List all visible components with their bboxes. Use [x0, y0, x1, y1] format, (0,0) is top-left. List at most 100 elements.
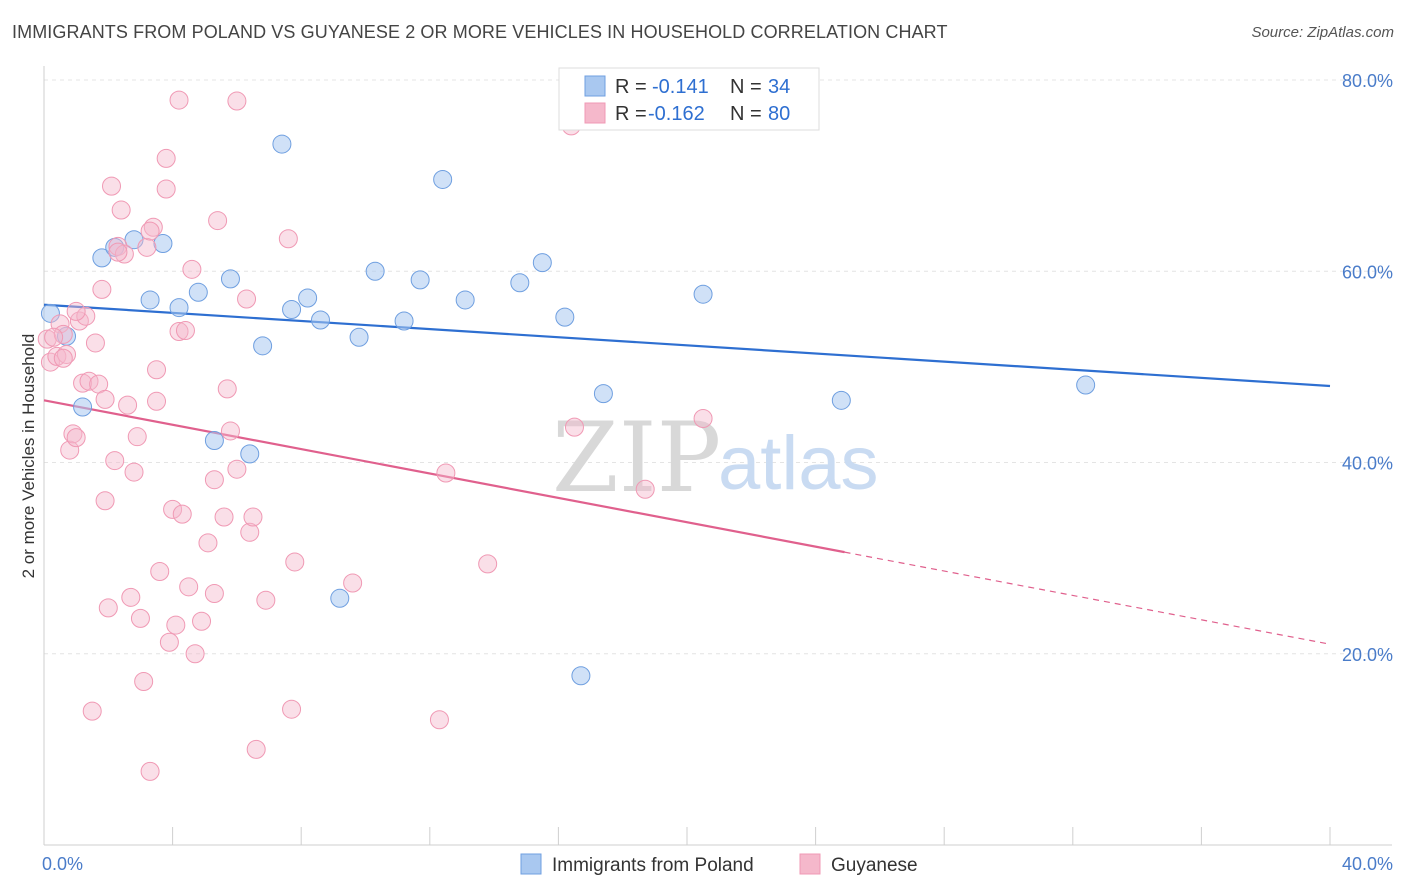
watermark: ZIP atlas	[552, 402, 879, 514]
data-point-guyanese	[159, 632, 179, 652]
data-point-poland	[831, 390, 851, 410]
chart-source: Source: ZipAtlas.com	[1251, 24, 1394, 41]
data-point-guyanese	[143, 217, 163, 237]
data-point-guyanese	[478, 554, 498, 574]
data-point-poland	[272, 134, 292, 154]
data-point-poland	[253, 336, 273, 356]
data-point-guyanese	[57, 344, 77, 364]
data-point-poland	[365, 261, 385, 281]
y-tick-label: 80.0%	[1342, 71, 1393, 91]
data-point-guyanese	[147, 391, 167, 411]
legend-swatch-guyanese-bottom	[799, 853, 821, 875]
y-tick-label: 20.0%	[1342, 645, 1393, 665]
data-point-guyanese	[73, 373, 93, 393]
data-point-poland	[394, 311, 414, 331]
axes	[43, 66, 1392, 846]
data-point-guyanese	[130, 608, 150, 628]
data-point-guyanese	[102, 176, 122, 196]
data-point-guyanese	[256, 590, 276, 610]
data-point-guyanese	[156, 148, 176, 168]
data-point-guyanese	[169, 321, 189, 341]
data-point-guyanese	[172, 504, 192, 524]
y-tick-labels: 20.0% 40.0% 60.0% 80.0%	[1342, 71, 1393, 665]
data-point-guyanese	[227, 91, 247, 111]
grid-lines	[44, 79, 1392, 655]
data-point-poland	[310, 310, 330, 330]
legend-r-label-poland: R =	[615, 76, 647, 98]
data-point-guyanese	[44, 327, 64, 347]
data-point-guyanese	[240, 522, 260, 542]
legend-swatch-poland	[584, 75, 606, 97]
legend-n-value-poland: 34	[768, 76, 790, 98]
data-point-guyanese	[82, 701, 102, 721]
data-point-guyanese	[179, 577, 199, 597]
data-point-guyanese	[63, 424, 83, 444]
legend-r-value-guyanese: -0.162	[648, 103, 705, 125]
legend-swatch-poland-bottom	[520, 853, 542, 875]
data-point-poland	[555, 307, 575, 327]
data-point-poland	[510, 273, 530, 293]
y-tick-label: 60.0%	[1342, 262, 1393, 282]
data-point-guyanese	[220, 421, 240, 441]
data-point-poland	[693, 284, 713, 304]
legend-n-label-guyanese: N =	[730, 103, 762, 125]
trend-line-poland	[43, 303, 1331, 388]
data-point-guyanese	[635, 479, 655, 499]
data-point-guyanese	[182, 259, 202, 279]
data-point-guyanese	[163, 499, 183, 519]
data-point-guyanese	[60, 440, 80, 460]
data-point-guyanese	[282, 699, 302, 719]
data-point-poland	[188, 282, 208, 302]
data-point-poland	[40, 303, 60, 323]
data-point-guyanese	[156, 179, 176, 199]
legend-r-label-guyanese: R =	[615, 103, 647, 125]
data-point-guyanese	[204, 584, 224, 604]
data-point-poland	[298, 288, 318, 308]
data-point-guyanese	[124, 462, 144, 482]
data-point-guyanese	[693, 409, 713, 429]
data-point-guyanese	[127, 427, 147, 447]
data-point-poland	[220, 269, 240, 289]
data-point-guyanese	[192, 611, 212, 631]
data-point-guyanese	[217, 379, 237, 399]
data-point-guyanese	[564, 417, 584, 437]
data-point-poland	[571, 666, 591, 686]
data-point-guyanese	[95, 491, 115, 511]
y-tick-label: 40.0%	[1342, 454, 1393, 474]
watermark-atlas: atlas	[718, 421, 879, 506]
data-point-guyanese	[246, 739, 266, 759]
data-point-guyanese	[137, 237, 157, 257]
data-point-guyanese	[76, 306, 96, 326]
data-point-guyanese	[150, 562, 170, 582]
data-point-poland	[240, 444, 260, 464]
y-axis-title: 2 or more Vehicles in Household	[19, 334, 38, 579]
data-point-guyanese	[169, 90, 189, 110]
legend-r-value-poland: -0.141	[652, 76, 709, 98]
data-point-guyanese	[108, 242, 128, 262]
data-point-guyanese	[227, 459, 247, 479]
data-point-guyanese	[243, 507, 263, 527]
data-point-guyanese	[237, 289, 257, 309]
data-point-guyanese	[285, 552, 305, 572]
data-point-guyanese	[429, 710, 449, 730]
correlation-legend: R = -0.141 N = 34 R = -0.162 N = 80	[558, 67, 820, 131]
data-point-guyanese	[214, 507, 234, 527]
data-point-poland	[330, 588, 350, 608]
data-point-poland	[204, 431, 224, 451]
data-point-guyanese	[105, 451, 125, 471]
data-point-guyanese	[185, 644, 205, 664]
data-point-guyanese	[140, 761, 160, 781]
data-point-poland	[73, 397, 93, 417]
trend-line-guyanese	[43, 399, 845, 554]
legend-n-value-guyanese: 80	[768, 103, 790, 125]
data-point-guyanese	[198, 533, 218, 553]
x-tick-label: 0.0%	[42, 854, 83, 874]
series-legend: Immigrants from Poland Guyanese	[520, 853, 918, 876]
legend-n-label-poland: N =	[730, 76, 762, 98]
data-point-poland	[455, 290, 475, 310]
trend-line-guyanese-extension	[844, 551, 1331, 645]
data-point-poland	[532, 253, 552, 273]
data-point-guyanese	[278, 229, 298, 249]
data-point-guyanese	[108, 236, 128, 256]
data-point-guyanese	[66, 301, 86, 321]
